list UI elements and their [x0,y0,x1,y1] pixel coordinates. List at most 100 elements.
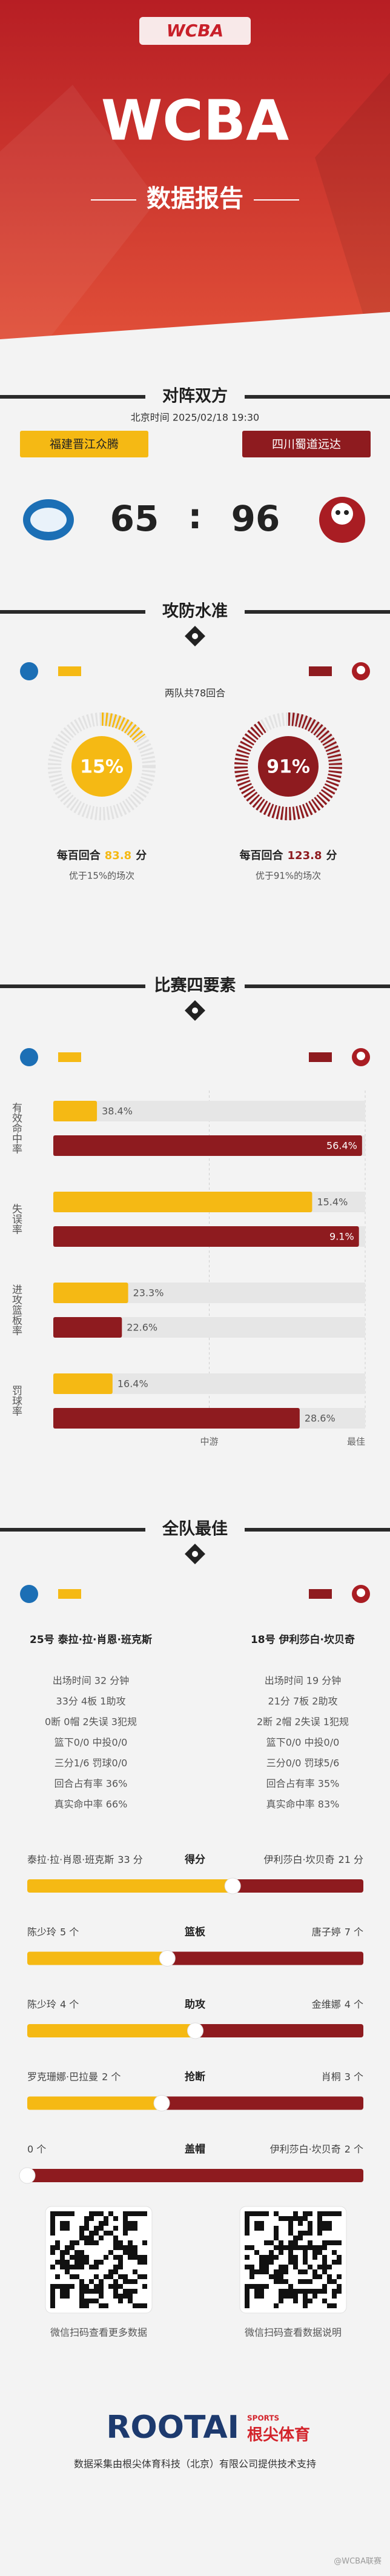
away-leader-name: 伊利莎白·坎贝奇 [270,2143,341,2155]
qr-cell [327,2211,332,2216]
away-leader: 肖桐 3 个 [322,2071,363,2082]
qr-cell [308,2226,312,2231]
qr-cell [55,2274,60,2279]
qr-cell [94,2211,99,2216]
qr-cell [55,2284,60,2289]
qr-cell [79,2265,84,2269]
away-leader: 伊利莎白·坎贝奇 21 分 [263,1854,363,1865]
qr-cell [245,2299,250,2303]
away-logo [335,510,340,515]
percentile-label: 91% [266,757,310,778]
home-leader-bar [27,1951,168,1965]
home-leader-bar [27,2096,162,2110]
qr-cell [337,2289,342,2294]
qr-cell [108,2269,113,2274]
away-leader-bar [162,2096,363,2110]
qr-cell [118,2255,123,2260]
qr-cell [89,2231,94,2236]
qr-cell [74,2255,79,2260]
qr-cell [254,2284,259,2289]
qr-cell [113,2255,118,2260]
qr-cell [337,2240,342,2245]
qr-cell [327,2279,332,2284]
qr-cell [60,2255,65,2260]
home-name: 福建晋江众腾 [50,438,119,451]
home-leader-value: 2 个 [102,2071,121,2082]
qr-cell [142,2303,147,2308]
qr-cell [94,2284,99,2289]
qr-cell [259,2260,264,2265]
qr-cell [123,2211,128,2216]
home-legend [58,666,81,676]
points-unit: 分 [136,849,147,862]
qr-cell [123,2274,128,2279]
qr-cell [84,2236,89,2240]
qr-cell [128,2250,133,2255]
qr-cell [298,2279,303,2284]
qr-cell [293,2240,298,2245]
qr-cell [308,2299,312,2303]
qr-cell [128,2211,133,2216]
match-time: 北京时间 2025/02/18 19:30 [131,412,260,423]
player-stat: 2断 2帽 2失误 1犯规 [257,1716,349,1728]
split-knob [224,1877,241,1894]
watermark: @WCBA联赛 [334,2557,382,2566]
qr-cell [60,2265,65,2269]
qr-cell [327,2274,332,2279]
qr-cell [283,2294,288,2299]
away-logo [331,503,353,525]
qr-cell [269,2260,274,2265]
qr-cell [79,2260,84,2265]
qr-cell [50,2303,55,2308]
qr-cell [274,2255,279,2260]
factor-bar [53,1283,128,1303]
home-leader-value: 0 个 [27,2143,46,2155]
points-unit: 分 [326,849,337,862]
donut-center [71,736,132,797]
qr-cell [259,2269,264,2274]
qr-cell [303,2269,308,2274]
qr-cell [322,2226,327,2231]
away-leader: 唐子婷 7 个 [312,1926,363,1937]
qr-cell [288,2245,293,2250]
qr-cell [312,2274,317,2279]
qr-cell [60,2221,65,2226]
qr-cell [79,2299,84,2303]
qr-cell [308,2211,312,2216]
qr-cell [137,2211,142,2216]
possessions: 两队共78回合 [165,688,225,699]
qr-cell [133,2211,137,2216]
player-stat: 21分 7板 2助攻 [268,1696,338,1707]
qr-cell [332,2279,337,2284]
qr-cell [288,2255,293,2260]
qr-cell [274,2303,279,2308]
qr-cell [94,2231,99,2236]
qr-cell [65,2250,70,2255]
qr-cell [332,2294,337,2299]
qr-cell [337,2274,342,2279]
away-legend [309,1052,332,1062]
qr-cell [259,2221,264,2226]
qr-cell [128,2289,133,2294]
qr-cell [279,2269,283,2274]
qr-cell [317,2216,322,2221]
qr-cell [79,2255,84,2260]
qr-cell [269,2240,274,2245]
qr-cell [264,2240,269,2245]
qr-cell [108,2250,113,2255]
qr-cell [259,2289,264,2294]
points-value: 83.8 [105,849,131,862]
away-leader-bar [195,2024,363,2037]
qr-cell [303,2250,308,2255]
qr-cell [94,2260,99,2265]
qr-cell [55,2211,60,2216]
qr-cell [303,2289,308,2294]
qr-cell [60,2260,65,2265]
player-stat: 真实命中率 83% [266,1799,340,1810]
qr-cell [269,2250,274,2255]
home-leader: 泰拉·拉·肖恩·班克斯 33 分 [27,1854,143,1865]
qr-cell [283,2216,288,2221]
qr-cell [279,2250,283,2255]
qr-cell [322,2255,327,2260]
